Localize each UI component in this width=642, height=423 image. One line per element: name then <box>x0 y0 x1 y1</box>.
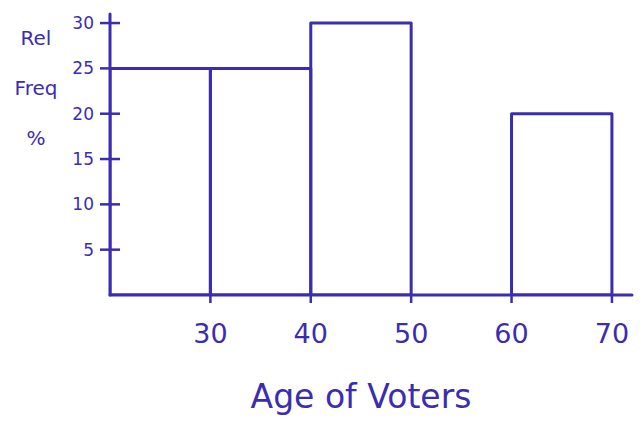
y-tick <box>100 112 120 115</box>
y-tick-label: 15 <box>72 149 94 169</box>
chart: 5 10 15 20 25 30 30 40 50 60 70 Age of Voters Rel Fre… <box>0 0 642 423</box>
y-tick-label: 30 <box>72 13 94 33</box>
y-tick <box>100 67 120 70</box>
y-tick-label: 25 <box>72 58 94 78</box>
x-tick <box>510 295 513 303</box>
histogram-bar <box>210 68 310 295</box>
x-axis-title: Age of Voters <box>251 377 472 416</box>
y-tick-label: 5 <box>83 240 94 260</box>
histogram-bar <box>311 23 411 295</box>
histogram-bar <box>512 114 612 295</box>
y-axis-title-line: % <box>26 126 45 150</box>
y-tick <box>100 22 120 25</box>
y-axis-title-line: Rel <box>21 26 52 50</box>
y-tick <box>100 248 120 251</box>
x-tick <box>209 295 212 303</box>
y-tick <box>100 203 120 206</box>
y-axis <box>109 14 112 295</box>
x-tick-label: 30 <box>193 318 227 349</box>
x-tick <box>310 295 313 303</box>
y-tick-label: 10 <box>72 194 94 214</box>
x-tick <box>410 295 413 303</box>
x-tick <box>611 295 614 303</box>
x-tick-label: 60 <box>494 318 528 349</box>
histogram-bar <box>110 68 210 295</box>
y-axis-title-line: Freq <box>15 76 58 100</box>
x-axis <box>110 294 632 297</box>
x-tick-label: 40 <box>294 318 328 349</box>
y-tick <box>100 158 120 161</box>
x-tick-label: 70 <box>595 318 629 349</box>
y-tick-label: 20 <box>72 104 94 124</box>
x-tick-label: 50 <box>394 318 428 349</box>
y-axis-title: Rel Freq% <box>15 26 58 150</box>
bars <box>110 23 612 295</box>
